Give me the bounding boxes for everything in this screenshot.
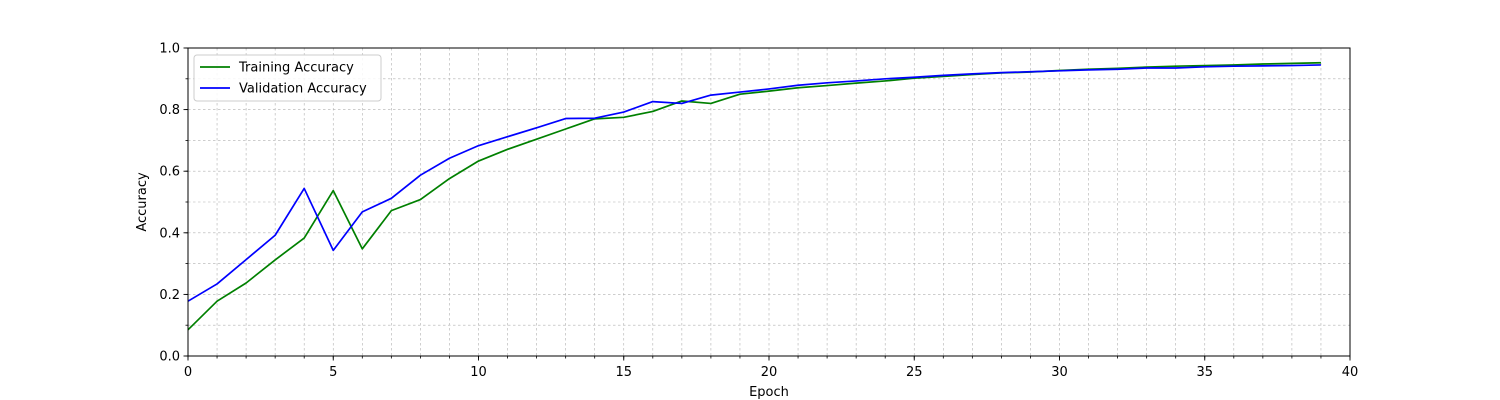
x-axis: 0 5 10 15 20 25 30 35 40 [184, 356, 1358, 380]
x-axis-label: Epoch [749, 385, 789, 400]
y-tick-label: 0.8 [159, 103, 180, 118]
y-axis: 0.0 0.2 0.4 0.6 0.8 1.0 [159, 42, 188, 365]
x-tick-label: 5 [329, 365, 337, 380]
legend: Training Accuracy Validation Accuracy [193, 54, 382, 102]
series-line-validation-accuracy [187, 64, 1321, 302]
y-axis-label: Accuracy [135, 172, 150, 232]
x-tick-label: 15 [615, 365, 632, 380]
x-tick-label: 10 [470, 365, 487, 380]
legend-label: Training Accuracy [238, 61, 354, 76]
x-tick-label: 35 [1196, 365, 1213, 380]
x-tick-label: 20 [761, 365, 778, 380]
x-tick-label: 0 [184, 365, 192, 380]
y-tick-label: 0.2 [159, 288, 180, 303]
legend-box [193, 54, 382, 102]
series-line-training-accuracy [187, 61, 1321, 331]
x-tick-label: 30 [1051, 365, 1068, 380]
x-tick-label: 40 [1342, 365, 1359, 380]
grid [187, 47, 1351, 357]
y-tick-label: 0.6 [159, 165, 180, 180]
x-tick-label: 25 [906, 365, 923, 380]
y-tick-label: 1.0 [159, 42, 180, 57]
y-tick-label: 0.4 [159, 226, 180, 241]
series-lines [187, 61, 1321, 331]
legend-label: Validation Accuracy [239, 82, 367, 97]
y-tick-label: 0.0 [159, 350, 180, 365]
